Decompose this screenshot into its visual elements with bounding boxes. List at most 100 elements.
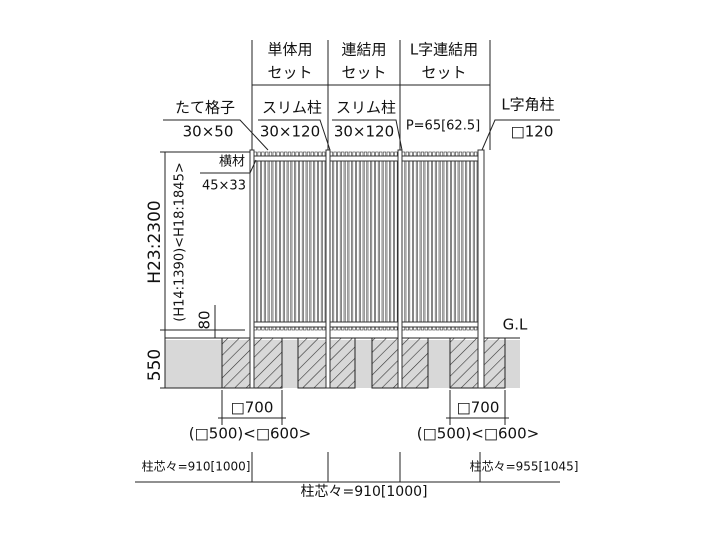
callout-size: 30×120: [260, 123, 320, 141]
slat: [284, 151, 288, 331]
slat: [268, 151, 273, 331]
height-main: H23:2300: [145, 200, 165, 283]
slat: [337, 151, 341, 331]
footing-alt: (□500)<□600>: [189, 425, 311, 443]
height-alt: (H14:1390)<H18:1845>: [173, 162, 188, 322]
slat: [348, 151, 352, 331]
set-name: 単体用: [267, 41, 312, 59]
callout-label: スリム柱: [262, 99, 322, 117]
set-unit: セット: [267, 64, 312, 82]
leader: [163, 119, 269, 151]
slat: [394, 151, 398, 331]
slat: [276, 151, 280, 331]
foundation-depth: 550: [145, 349, 165, 381]
span-label: 柱芯々=955[1045]: [470, 459, 579, 474]
slat: [287, 151, 292, 331]
callout-size: 45×33: [202, 179, 246, 194]
ground-label: G.L: [503, 316, 528, 334]
slat: [439, 151, 444, 331]
slat: [303, 151, 307, 331]
slat: [367, 151, 371, 331]
post: [397, 149, 403, 389]
callout-label: スリム柱: [336, 99, 396, 117]
footing-dimension: [218, 390, 509, 425]
slat: [390, 151, 394, 331]
slat: [447, 151, 451, 331]
slat: [405, 151, 409, 331]
callout-size: 30×120: [334, 123, 394, 141]
slat: [318, 151, 322, 331]
span-label: 柱芯々=910[1000]: [300, 484, 427, 500]
slat: [265, 151, 269, 331]
fence: [249, 149, 485, 389]
gap: 80: [196, 310, 214, 329]
slat: [409, 151, 413, 331]
slat: [371, 151, 375, 331]
slat: [356, 151, 360, 331]
footing-size: □700: [457, 399, 500, 417]
set-name: 連結用: [341, 41, 386, 59]
slat: [470, 151, 474, 331]
callout-label: L字角柱: [501, 96, 554, 114]
set-unit: セット: [421, 64, 466, 82]
slat: [455, 151, 459, 331]
height-dimension: [160, 151, 250, 389]
post: [325, 149, 331, 389]
slat: [436, 151, 440, 331]
set-unit: セット: [341, 64, 386, 82]
slat: [462, 151, 466, 331]
post: [249, 149, 255, 389]
slat: [322, 151, 326, 331]
slat: [458, 151, 463, 331]
slat: [333, 151, 337, 331]
slat: [424, 151, 428, 331]
slat: [257, 151, 261, 331]
slat: [310, 151, 314, 331]
slat: [382, 151, 387, 331]
slat: [280, 151, 284, 331]
slat: [272, 151, 276, 331]
slat: [295, 151, 299, 331]
slat: [451, 151, 455, 331]
slat: [341, 151, 345, 331]
slat: [443, 151, 447, 331]
slat: [291, 151, 295, 331]
leader: [481, 119, 560, 151]
leader: [332, 119, 403, 151]
slat: [466, 151, 470, 331]
callout-label: たて格子: [175, 99, 235, 117]
rail: [251, 321, 481, 328]
slat: [261, 151, 265, 331]
slat: [306, 151, 311, 331]
rail: [251, 155, 481, 162]
slat: [386, 151, 390, 331]
span-label: 柱芯々=910[1000]: [142, 459, 251, 474]
slat: [420, 151, 425, 331]
span-dimension: [135, 452, 560, 483]
slat: [432, 151, 436, 331]
corner-post: [477, 149, 485, 389]
slat: [375, 151, 379, 331]
set-name: L字連結用: [410, 41, 478, 59]
pitch: P=65[62.5]: [406, 119, 480, 134]
callout-size: 30×50: [183, 123, 234, 141]
callout-label: 横材: [219, 155, 245, 170]
slat: [417, 151, 421, 331]
slat: [379, 151, 383, 331]
slat: [428, 151, 432, 331]
slat: [474, 151, 478, 331]
slat: [314, 151, 318, 331]
slat: [352, 151, 356, 331]
slat: [363, 151, 368, 331]
slat: [360, 151, 364, 331]
slat: [299, 151, 303, 331]
footing-size: □700: [231, 399, 274, 417]
leader: [200, 159, 257, 174]
slat: [344, 151, 349, 331]
slat: [401, 151, 406, 331]
slat: [413, 151, 417, 331]
leader: [258, 119, 331, 151]
footing-alt: (□500)<□600>: [417, 425, 539, 443]
callout-size: □120: [511, 123, 554, 141]
